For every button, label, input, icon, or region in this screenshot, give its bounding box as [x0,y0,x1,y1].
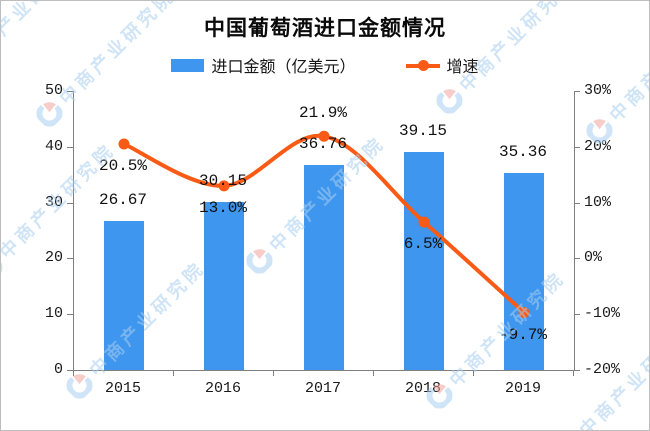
x-axis-tick-mark [473,370,474,376]
x-axis-label-2019: 2019 [504,380,542,397]
bar-2017 [304,164,344,370]
bar-value-label-2015: 26.67 [98,191,148,210]
y-axis-right-tick-mark [574,258,580,260]
y-axis-left-tick-label: 0 [53,361,63,378]
line-value-label-2017: 21.9% [298,104,348,123]
growth-line-layer [118,130,530,319]
y-axis-left-tick-mark [67,91,73,92]
y-axis-left-tick-mark [67,370,73,371]
legend-label-growth-rate: 增速 [446,57,479,76]
line-marker-2019 [518,307,530,319]
x-axis-tick-mark [173,370,174,376]
bar-2015 [104,221,144,370]
y-axis-right-tick-label: 0% [584,249,603,267]
y-axis-left-tick-mark [67,314,73,316]
y-axis-left-tick-label: 30 [44,193,63,211]
y-axis-left-tick-mark [67,258,73,260]
plot-area [73,91,575,371]
line-value-label-2016: 13.0% [198,198,248,217]
watermark-logo-icon [66,374,93,399]
line-value-label-2015: 20.5% [98,157,148,175]
watermark-logo-icon [36,102,63,127]
legend-item-growth-rate: 增速 [405,53,479,77]
x-axis-label-2017: 2017 [304,380,342,397]
x-axis-label-2016: 2016 [204,380,242,397]
watermark-logo-icon [1,258,3,281]
y-axis-left-tick-label: 40 [44,137,63,155]
y-axis-right-tick-mark [574,370,580,371]
x-axis-label-2015: 2015 [104,380,142,397]
y-axis-left-tick-label: 20 [44,249,63,267]
y-axis-right-tick-label: -20% [584,361,621,378]
line-value-label-2019: -9.7% [498,325,548,344]
line-series-swatch-icon [405,59,440,72]
x-axis-label-2018: 2018 [404,380,442,397]
y-axis-left-tick-mark [67,202,73,204]
bar-2016 [204,201,244,370]
x-axis-tick-mark [373,370,374,376]
line-value-label-2018: 6.5% [403,235,443,254]
y-axis-right-tick-mark [574,202,580,204]
y-axis-left-tick-label: 50 [44,82,63,99]
line-swatch-marker-icon [417,59,429,71]
bar-2018 [404,151,444,370]
line-marker-2015 [118,138,130,150]
legend-item-import-amount: 进口金额（亿美元） [171,53,356,77]
bar-value-label-2019: 35.36 [498,142,548,161]
growth-line [123,133,526,315]
bar-value-label-2017: 36.76 [298,134,348,153]
y-axis-right-tick-mark [574,146,580,148]
x-axis-tick-mark [273,370,274,376]
legend: 进口金额（亿美元） 增速 [1,54,649,76]
chart-title: 中国葡萄酒进口金额情况 [204,16,446,40]
y-axis-right-tick-mark [574,314,580,316]
bar-series-swatch-icon [171,58,205,72]
x-axis-tick-mark [573,370,574,376]
y-axis-left-tick-mark [67,146,73,148]
y-axis-right-tick-label: 10% [584,193,612,211]
y-axis-right-tick-mark [574,91,580,92]
y-axis-right-tick-label: 20% [584,137,612,155]
bar-value-label-2018: 39.15 [398,121,448,140]
line-marker-2016 [218,180,230,192]
y-axis-right-tick-label: -10% [584,305,621,323]
x-axis-tick-mark [73,370,74,376]
bar-2019 [504,172,544,370]
y-axis-right-tick-label: 30% [584,82,612,99]
bar-value-label-2016: 30.15 [198,171,248,190]
line-marker-2017 [318,130,330,142]
line-marker-2018 [418,216,430,228]
y-axis-left-tick-label: 10 [44,305,63,323]
legend-label-import-amount: 进口金额（亿美元） [211,57,356,76]
